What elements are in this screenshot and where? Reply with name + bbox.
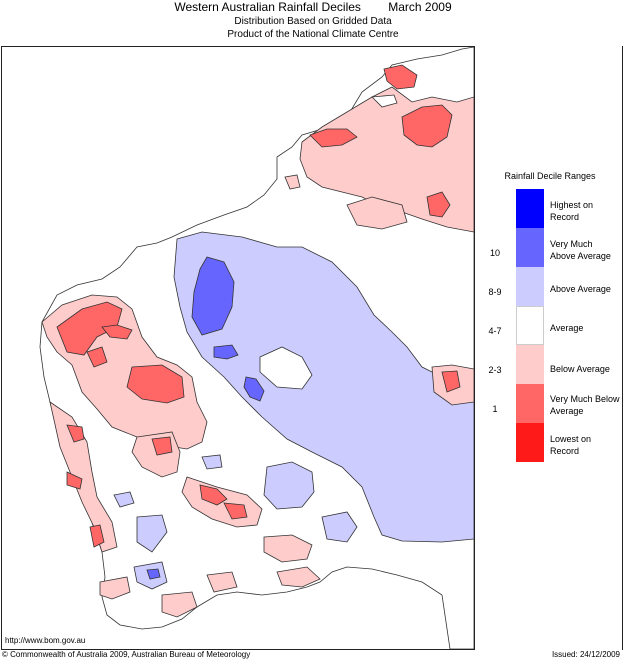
above-patch-south-2	[321, 511, 358, 543]
legend-label-above: Above Average	[550, 284, 611, 294]
legend-swatch-average	[516, 306, 544, 345]
above-patch-south-1	[263, 461, 315, 510]
very-below-patch-west-2	[126, 364, 185, 404]
legend-label-very-above: Very Much Above Average	[550, 239, 611, 261]
very-above-patch-2	[213, 344, 239, 360]
very-below-coastal-2	[66, 471, 83, 490]
map-panel	[1, 46, 475, 650]
very-below-inland-2	[199, 484, 228, 506]
legend-label-very-below: Very Much Below Average	[550, 394, 620, 416]
very-above-patch-3	[243, 376, 265, 402]
very-below-coastal-1	[66, 424, 85, 443]
very-below-north-3	[309, 128, 358, 148]
very-below-north-1	[383, 64, 418, 90]
title-text: Western Australian Rainfall Deciles	[174, 0, 361, 14]
map-title: Western Australian Rainfall Deciles Marc…	[0, 0, 626, 16]
very-above-patch-south	[146, 568, 161, 580]
legend-label-average: Average	[550, 323, 584, 333]
legend-range-average: 4-7	[488, 326, 502, 336]
very-below-coastal-3	[89, 524, 105, 548]
below-patch-south-3	[99, 576, 131, 600]
very-below-north-2	[401, 104, 453, 148]
average-hole-north	[371, 94, 398, 108]
legend-range-very-below: 1	[492, 404, 498, 414]
very-above-patch-1	[191, 256, 235, 336]
above-patch-south-3	[136, 514, 168, 553]
very-below-north-4	[426, 191, 451, 218]
legend-swatch-very-below	[516, 384, 544, 423]
very-below-patch-west-4	[86, 346, 108, 368]
below-patch-south-4	[206, 571, 238, 593]
legend-title: Rainfall Decile Ranges	[504, 171, 596, 181]
legend-range-very-above: 10	[489, 248, 500, 258]
very-below-patch-west-3	[101, 324, 133, 340]
legend-swatch-very-above	[516, 228, 544, 267]
below-patch-south-2	[276, 566, 321, 588]
below-patch-south-1	[263, 534, 313, 563]
average-hole	[259, 346, 313, 390]
legend-swatch-above	[516, 267, 544, 306]
panel-divider	[622, 46, 623, 650]
legend-label-below: Below Average	[550, 364, 610, 374]
below-patch-islet	[284, 174, 301, 190]
legend-label-highest: Highest on Record	[550, 200, 594, 222]
very-below-east	[441, 370, 461, 393]
above-average-region	[173, 231, 474, 543]
below-patch-south-5	[161, 591, 198, 618]
below-patch-pilbara	[346, 196, 408, 230]
subtitle-distribution: Distribution Based on Gridded Data	[234, 16, 392, 27]
below-coastal-band	[49, 401, 118, 553]
legend-range-below: 2-3	[488, 365, 502, 375]
above-patch-south-5	[113, 491, 135, 508]
legend-swatch-below	[516, 345, 544, 384]
above-patch-south-4	[201, 454, 223, 470]
subtitle-product: Product of the National Climate Centre	[227, 29, 399, 40]
footer-url[interactable]: http://www.bom.gov.au	[5, 636, 86, 645]
very-below-inland-3	[223, 502, 248, 520]
title-period: March 2009	[388, 0, 452, 14]
legend-range-above: 8-9	[488, 287, 502, 297]
rainfall-map	[39, 47, 474, 649]
legend-swatch-lowest	[516, 423, 544, 462]
very-below-inland-1	[151, 436, 173, 456]
footer-issued-date: Issued: 24/12/2009	[551, 650, 620, 659]
legend-label-lowest: Lowest on Record	[550, 434, 592, 456]
legend-swatch-highest	[516, 189, 544, 228]
footer-copyright: © Commonwealth of Australia 2009, Austra…	[2, 650, 251, 659]
